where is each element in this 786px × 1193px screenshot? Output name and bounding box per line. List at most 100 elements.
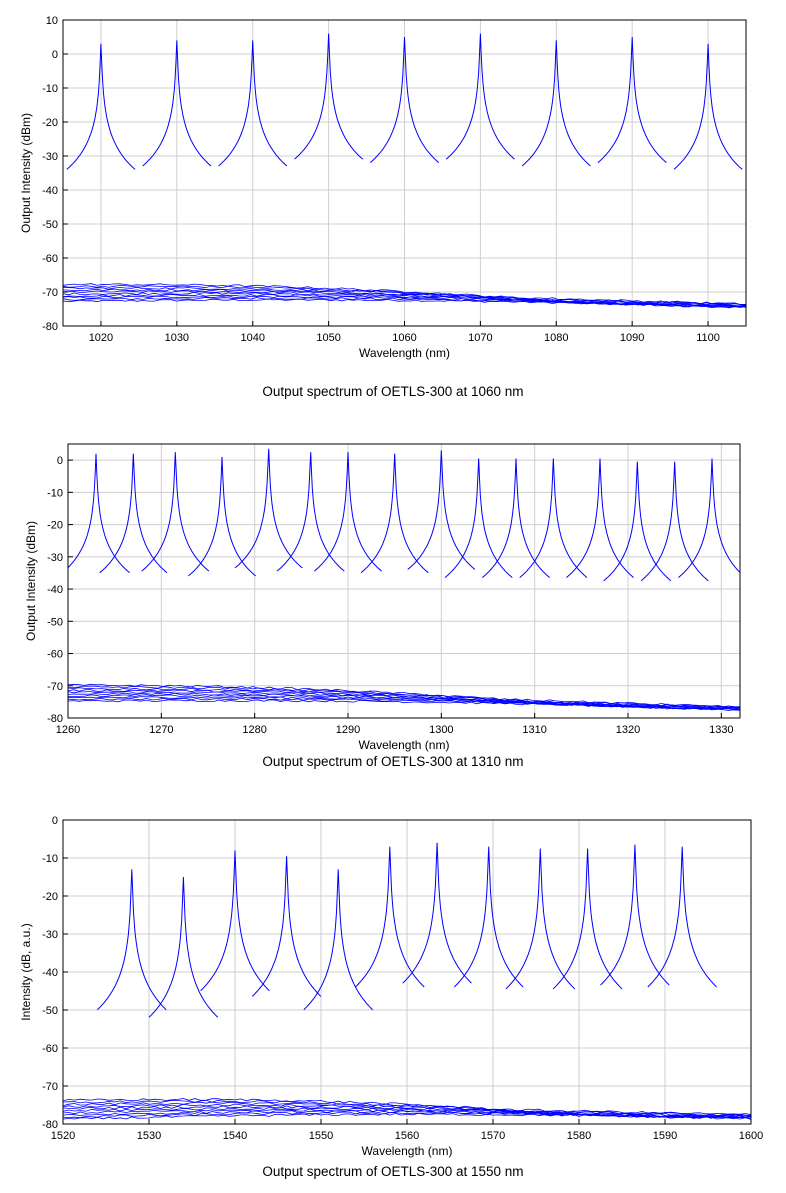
c2-peak-5 xyxy=(355,846,425,988)
c2-x-tick-label: 1570 xyxy=(481,1130,505,1142)
c0-y-tick-label: -40 xyxy=(42,185,58,197)
c0-y-tick-label: -70 xyxy=(42,287,58,299)
spectrum-chart-1550: 1520 1530 1540 1550 1560 1570 1580 1590 1600 0 -10… xyxy=(19,815,763,1158)
c1-y-tick-label: -30 xyxy=(47,552,63,564)
c0-x-tick-label: 1050 xyxy=(316,332,340,344)
c1-noise-floor-trace xyxy=(67,692,741,710)
c1-x-axis-label: Wavelength (nm) xyxy=(359,738,450,752)
c0-peak-5 xyxy=(445,33,515,160)
c1-peak-1 xyxy=(99,453,168,574)
c0-peak-1 xyxy=(142,40,212,167)
c1-peak-7 xyxy=(360,453,429,574)
c2-peak-6 xyxy=(402,842,472,984)
c1-x-tick-label: 1260 xyxy=(56,724,80,736)
c1-peak-6 xyxy=(314,452,382,572)
c0-x-axis-label: Wavelength (nm) xyxy=(359,346,450,360)
c1-y-axis-label: Output Intensity (dBm) xyxy=(24,521,38,641)
c2-y-tick-label: -80 xyxy=(42,1119,58,1131)
c1-noise-floor-trace xyxy=(67,683,741,709)
c2-noise-floor-trace xyxy=(63,1111,752,1120)
c1-peak-3 xyxy=(188,456,256,577)
c0-peak-0 xyxy=(66,43,136,170)
c0-x-tick-label: 1100 xyxy=(696,332,720,344)
c0-peak-7 xyxy=(597,36,667,163)
c1-peak-12 xyxy=(566,458,634,578)
c2-x-tick-label: 1540 xyxy=(223,1130,247,1142)
c0-x-tick-label: 1090 xyxy=(620,332,644,344)
c0-noise-floor-trace xyxy=(62,288,747,307)
c2-x-tick-label: 1530 xyxy=(137,1130,161,1142)
c2-peak-4 xyxy=(303,869,373,1011)
c2-peak-8 xyxy=(505,848,576,990)
c0-y-tick-label: -60 xyxy=(42,253,58,265)
c1-x-tick-label: 1270 xyxy=(149,724,173,736)
caption-1060: Output spectrum of OETLS-300 at 1060 nm xyxy=(262,384,524,399)
c2-noise-floor-trace xyxy=(62,1108,752,1119)
c1-plot-frame xyxy=(67,443,741,719)
c1-peak-5 xyxy=(276,452,345,572)
c1-y-tick-label: -10 xyxy=(47,487,63,499)
c1-x-tick-label: 1290 xyxy=(336,724,360,736)
c2-y-tick-label: -70 xyxy=(42,1081,58,1093)
c2-y-tick-label: -30 xyxy=(42,929,58,941)
c0-noise-floor-trace xyxy=(62,283,747,306)
c0-x-tick-label: 1030 xyxy=(165,332,189,344)
c1-peak-9 xyxy=(444,458,513,578)
c0-peak-6 xyxy=(521,40,591,167)
c2-peak-9 xyxy=(552,848,623,990)
c0-y-tick-label: -80 xyxy=(42,321,58,333)
c0-x-tick-label: 1080 xyxy=(544,332,568,344)
c0-y-tick-label: 10 xyxy=(46,15,58,27)
c0-peak-3 xyxy=(294,33,364,160)
c2-peak-2 xyxy=(200,850,270,992)
c0-y-tick-label: -50 xyxy=(42,219,58,231)
c2-y-tick-label: -10 xyxy=(42,853,58,865)
c2-x-tick-label: 1520 xyxy=(51,1130,75,1142)
c0-x-tick-label: 1070 xyxy=(468,332,492,344)
c1-x-tick-label: 1330 xyxy=(709,724,733,736)
c2-y-tick-label: -40 xyxy=(42,967,58,979)
c1-y-tick-label: -20 xyxy=(47,520,63,532)
c1-peak-10 xyxy=(482,458,550,578)
c2-y-tick-label: -20 xyxy=(42,891,58,903)
c0-y-tick-label: -30 xyxy=(42,151,58,163)
c0-y-tick-label: -10 xyxy=(42,83,58,95)
c1-x-tick-label: 1310 xyxy=(522,724,546,736)
c1-noise-floor-trace xyxy=(67,685,741,708)
c0-peak-2 xyxy=(218,40,288,167)
c1-peak-11 xyxy=(519,458,588,578)
c2-peak-11 xyxy=(647,846,717,988)
c0-peak-4 xyxy=(370,36,440,163)
c2-peak-7 xyxy=(453,846,524,988)
c1-peak-15 xyxy=(678,458,741,578)
c1-peak-13 xyxy=(603,461,672,582)
c1-noise-floor-trace xyxy=(67,694,741,711)
c2-peak-1 xyxy=(148,876,219,1018)
c1-x-tick-label: 1320 xyxy=(616,724,640,736)
c1-noise-floor-trace xyxy=(67,689,741,709)
caption-1550: Output spectrum of OETLS-300 at 1550 nm xyxy=(262,1164,524,1179)
spectrum-chart-1060: 1020 1030 1040 1050 1060 1070 1080 1090 1100 10 0 -… xyxy=(19,15,747,360)
c0-x-tick-label: 1040 xyxy=(240,332,264,344)
c1-y-tick-label: -40 xyxy=(47,584,63,596)
c1-x-tick-label: 1280 xyxy=(242,724,266,736)
c2-peak-10 xyxy=(600,844,670,986)
c0-y-tick-label: 0 xyxy=(52,49,58,61)
c2-y-axis-label: Intensity (dB, a.u.) xyxy=(19,923,33,1020)
c1-peak-8 xyxy=(407,450,476,570)
c1-y-tick-label: -70 xyxy=(47,681,63,693)
c2-x-tick-label: 1560 xyxy=(395,1130,419,1142)
c1-y-tick-label: -80 xyxy=(47,713,63,725)
c0-x-tick-label: 1020 xyxy=(89,332,113,344)
c0-x-tick-label: 1060 xyxy=(392,332,416,344)
c1-y-tick-label: -50 xyxy=(47,616,63,628)
c1-peak-2 xyxy=(141,452,210,572)
c2-peak-3 xyxy=(251,856,322,997)
c2-noise-floor-trace xyxy=(62,1098,752,1115)
c2-y-tick-label: 0 xyxy=(52,815,58,827)
c0-noise-floor-trace xyxy=(62,293,747,308)
c0-peak-8 xyxy=(673,43,743,170)
c2-y-tick-label: -60 xyxy=(42,1043,58,1055)
c1-peak-4 xyxy=(234,448,303,569)
c2-x-tick-label: 1590 xyxy=(653,1130,677,1142)
